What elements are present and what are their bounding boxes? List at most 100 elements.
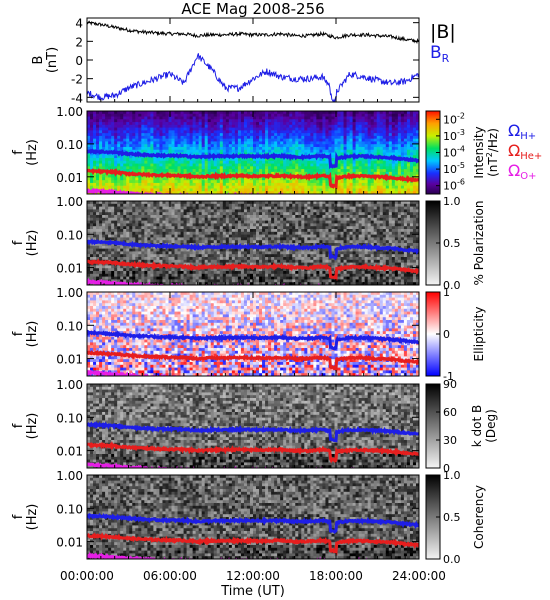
kdotb-panel: 1.00 0.10 0.01 f (Hz) 90 60 30 0 k dot B (Deg) <box>11 378 498 475</box>
polarization-yunit: (Hz) <box>25 230 40 257</box>
colorbar-tick-label: 30 <box>443 434 457 447</box>
x-tick-label: 24:00:00 <box>392 569 446 583</box>
colorbar-tick-label: 0 <box>443 328 450 341</box>
colorbar-tick-label: 10-6 <box>443 178 465 193</box>
b-ytick-label: -2 <box>71 73 83 87</box>
colorbar-tick-label: 0 <box>443 462 450 475</box>
coherency-panel: 1.00 0.10 0.01 f (Hz) 1.0 0.5 0.0 Coherency <box>11 469 486 566</box>
legend-b-r-main: B <box>430 43 442 63</box>
gyrofrequency-line-h <box>87 148 419 170</box>
colorbar-tick-exponent: -6 <box>457 178 465 187</box>
kdotb-ylabel: f <box>11 423 26 428</box>
freq-ytick-label: 0.01 <box>56 353 83 367</box>
colorbar-tick-exponent: -3 <box>457 128 465 137</box>
freq-ytick-label: 1.00 <box>56 286 83 300</box>
intensity-ylabel: f <box>11 150 26 155</box>
colorbar-tick-label: 1.0 <box>443 195 461 208</box>
freq-ytick-label: 0.01 <box>56 171 83 185</box>
intensity-yunit: (Hz) <box>25 139 40 166</box>
freq-ytick-label: 0.01 <box>56 262 83 276</box>
colorbar-tick-label: 1.0 <box>443 469 461 482</box>
coherency-ylabel: f <box>11 514 26 519</box>
kdotb-cb-label: k dot B <box>470 405 484 447</box>
legend-omega-h-sub: H+ <box>520 131 536 142</box>
intensity-cb-unit-sup: 2 <box>485 152 494 157</box>
intensity-spectrogram <box>87 111 419 194</box>
legend-b-r-sub: R <box>442 52 450 65</box>
legend-omega-he-main: Ω <box>508 141 520 160</box>
colorbar-tick-label: 1 <box>443 286 450 299</box>
colorbar-tick-label: 10-5 <box>443 161 465 176</box>
b-panel-ylabel: B <box>31 56 46 65</box>
legend-omega-he-sub: He+ <box>520 151 542 162</box>
freq-ytick-label: 1.00 <box>56 195 83 209</box>
x-tick-label: 00:00:00 <box>60 569 114 583</box>
intensity-cb-unit-a: (nT <box>486 157 500 177</box>
kdotb-yunit: (Hz) <box>25 413 40 440</box>
kdotb-cb-unit: (Deg) <box>484 409 498 443</box>
gyrofrequency-line-he <box>87 532 419 556</box>
colorbar-tick-label: 10-4 <box>443 145 465 160</box>
polarization-panel: 1.00 0.10 0.01 f (Hz) 1.0 0.5 0.0 % Polarization <box>11 195 486 292</box>
coherency-yunit: (Hz) <box>25 504 40 531</box>
b-ytick-label: -4 <box>71 91 83 105</box>
gyrofrequency-line-he <box>87 258 419 281</box>
gyrofrequency-line-h <box>87 329 419 351</box>
colorbar-tick-exponent: -5 <box>457 161 465 170</box>
legend-omega-h-main: Ω <box>508 121 520 140</box>
x-axis: 00:00:00 06:00:00 12:00:00 18:00:00 24:00:00 <box>60 18 446 583</box>
ellipticity-spectrogram <box>87 292 419 376</box>
colorbar-tick-label: 90 <box>443 378 457 391</box>
colorbar-tick-label: 0.5 <box>443 511 461 524</box>
gyrofrequency-line-h <box>87 512 419 534</box>
intensity-cb-label: Intensity <box>472 126 486 178</box>
colorbar-tick-label: 10-3 <box>443 128 465 143</box>
ellipticity-cb-label: Ellipticity <box>472 307 486 362</box>
colorbar-tick-label: 0.5 <box>443 237 461 250</box>
freq-ytick-label: 1.00 <box>56 378 83 392</box>
kdotb-colorbar <box>425 383 441 469</box>
intensity-panel: 1.00 0.10 0.01 f (Hz) 10-2 10-3 10-410-5 10-6 Int… <box>11 105 500 195</box>
colorbar-tick-label: 60 <box>443 406 457 419</box>
legend-omega-h: ΩH+ <box>508 121 536 142</box>
colorbar-tick-exponent: -2 <box>457 111 465 120</box>
legend-omega-o-main: Ω <box>508 161 520 180</box>
freq-ytick-label: 0.10 <box>56 228 83 242</box>
b-ytick-label: 0 <box>75 54 83 68</box>
gyrofrequency-legend: ΩH+ ΩHe+ ΩO+ <box>508 121 542 182</box>
polarization-cb-label: % Polarization <box>472 201 486 286</box>
legend-omega-he: ΩHe+ <box>508 141 542 162</box>
intensity-cb-unit-b: /Hz) <box>486 128 500 152</box>
gyrofrequency-line-he <box>87 349 419 374</box>
gyrofrequency-line-h <box>87 238 419 261</box>
freq-ytick-label: 1.00 <box>56 469 83 483</box>
intensity-cb-unit: (nT2/Hz) <box>485 128 500 177</box>
x-tick-label: 06:00:00 <box>143 569 197 583</box>
b-panel-yunit: (nT) <box>45 47 60 73</box>
colorbar-tick-label: 0.0 <box>443 553 461 566</box>
x-axis-label: Time (UT) <box>220 584 285 599</box>
x-tick-label: 12:00:00 <box>226 569 280 583</box>
freq-ytick-label: 0.10 <box>56 138 83 152</box>
polarization-ylabel: f <box>11 240 26 245</box>
freq-ytick-label: 1.00 <box>56 105 83 119</box>
b-series-line <box>87 53 419 102</box>
coherency-spectrogram <box>87 475 419 559</box>
gyrofrequency-line-he <box>87 440 419 464</box>
freq-ytick-label: 0.01 <box>56 536 83 550</box>
b-ytick-label: 4 <box>75 17 83 31</box>
ellipticity-panel: 1.00 0.10 0.01 f (Hz) 1 0 -1 Ellipticity <box>11 286 486 383</box>
colorbar-tick-exponent: -4 <box>457 145 465 154</box>
colorbar-tick-label: -1 <box>443 370 454 383</box>
legend-b-r: BR <box>430 43 450 65</box>
freq-ytick-label: 0.10 <box>56 319 83 333</box>
x-tick-label: 18:00:00 <box>309 569 363 583</box>
b-panel: 420-2-4 B (nT) |B| BR <box>31 17 456 106</box>
freq-ytick-label: 0.10 <box>56 411 83 425</box>
ellipticity-yunit: (Hz) <box>25 321 40 348</box>
kdotb-spectrogram <box>87 384 419 468</box>
gyrofrequency-line-he <box>87 167 419 190</box>
freq-ytick-label: 0.01 <box>56 445 83 459</box>
b-series-line <box>87 20 419 45</box>
